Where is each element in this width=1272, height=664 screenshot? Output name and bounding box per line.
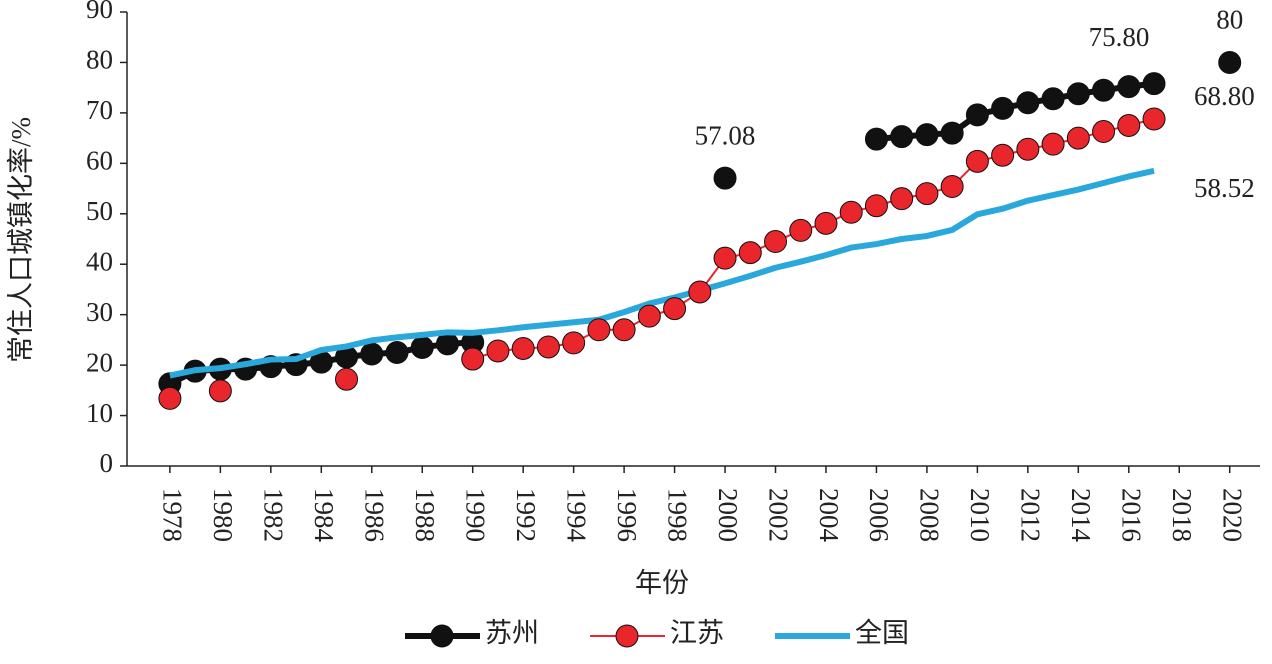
marker: [385, 341, 409, 364]
x-tick-label: 1986: [360, 488, 390, 542]
marker: [360, 342, 384, 366]
y-tick-label: 0: [100, 448, 114, 478]
marker: [663, 297, 687, 321]
marker: [991, 143, 1015, 167]
x-tick-label: 2016: [1117, 488, 1147, 542]
x-axis-title: 年份: [635, 568, 689, 598]
legend-label: 全国: [855, 618, 909, 648]
marker: [713, 166, 737, 190]
marker: [208, 379, 232, 403]
marker: [587, 318, 611, 342]
x-tick-label: 1978: [158, 488, 188, 542]
data-label: 80: [1216, 5, 1243, 35]
y-tick-label: 30: [86, 297, 113, 327]
series-line: [472, 117, 1155, 361]
marker: [839, 200, 863, 224]
marker: [991, 96, 1015, 120]
x-tick-label: 1988: [410, 488, 440, 542]
x-tick-label: 2008: [915, 488, 945, 542]
x-tick-label: 1992: [511, 488, 541, 542]
marker: [965, 103, 989, 127]
x-tick-label: 1990: [461, 488, 491, 542]
legend-label: 苏州: [485, 618, 539, 648]
marker: [1092, 120, 1116, 144]
data-label: 58.52: [1194, 173, 1255, 203]
marker: [688, 280, 712, 304]
x-tick-label: 1982: [259, 488, 289, 542]
marker: [410, 335, 434, 359]
marker: [1041, 87, 1065, 111]
marker: [915, 123, 939, 147]
y-tick-label: 80: [86, 45, 113, 75]
marker: [764, 230, 788, 254]
marker: [486, 339, 510, 363]
y-tick-label: 60: [86, 146, 113, 176]
legend-marker: [430, 624, 454, 648]
marker: [1041, 132, 1065, 156]
marker: [915, 182, 939, 206]
marker: [158, 386, 182, 410]
x-tick-label: 2020: [1218, 488, 1248, 542]
x-tick-label: 1996: [612, 488, 642, 542]
x-tick-label: 1980: [208, 488, 238, 542]
marker: [511, 336, 535, 360]
marker: [789, 218, 813, 242]
legend-marker: [615, 624, 639, 648]
x-tick-label: 2006: [864, 488, 894, 542]
marker: [1142, 72, 1166, 96]
marker: [1066, 82, 1090, 106]
y-tick-label: 20: [86, 347, 113, 377]
x-tick-label: 2014: [1066, 488, 1096, 543]
y-tick-label: 90: [86, 0, 113, 24]
y-tick-label: 70: [86, 95, 113, 125]
x-tick-label: 2010: [965, 488, 995, 542]
y-tick-label: 50: [86, 196, 113, 226]
marker: [536, 335, 560, 359]
marker: [890, 125, 914, 149]
marker: [1016, 91, 1040, 115]
y-tick-label: 40: [86, 246, 113, 276]
marker: [864, 127, 888, 151]
legend-label: 江苏: [670, 618, 724, 648]
marker: [435, 332, 459, 356]
marker: [940, 175, 964, 199]
marker: [1218, 50, 1242, 74]
marker: [814, 211, 838, 235]
marker: [1117, 114, 1141, 137]
y-axis-title: 常住人口城镇化率/%: [6, 117, 36, 363]
marker: [965, 149, 989, 173]
marker: [1016, 137, 1040, 161]
marker: [738, 241, 762, 265]
marker: [637, 304, 661, 328]
series-line: [170, 62, 1230, 383]
marker: [335, 367, 359, 391]
x-tick-label: 2002: [763, 488, 793, 542]
marker: [1092, 78, 1116, 102]
data-label: 57.08: [695, 120, 756, 150]
marker: [562, 331, 586, 355]
series-line: [169, 167, 1155, 379]
x-tick-label: 2004: [814, 488, 844, 543]
y-tick-label: 10: [86, 398, 113, 428]
marker: [1117, 75, 1141, 99]
x-tick-label: 1994: [561, 488, 591, 543]
x-tick-label: 1998: [662, 488, 692, 542]
marker: [1142, 107, 1166, 131]
x-tick-label: 2018: [1167, 488, 1197, 542]
marker: [461, 347, 485, 371]
data-label: 75.80: [1089, 22, 1150, 52]
marker: [1066, 126, 1090, 150]
data-label: 68.80: [1194, 81, 1255, 111]
x-tick-label: 2012: [1016, 488, 1046, 542]
marker: [713, 246, 737, 270]
x-tick-label: 1984: [309, 488, 339, 543]
marker: [864, 194, 888, 218]
x-tick-label: 2000: [713, 488, 743, 542]
marker: [940, 121, 964, 145]
marker: [890, 187, 914, 211]
marker: [612, 318, 636, 342]
